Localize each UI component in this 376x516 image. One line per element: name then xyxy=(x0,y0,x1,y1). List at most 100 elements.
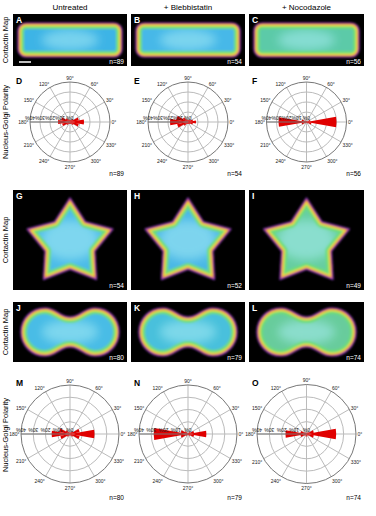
svg-text:10%: 10% xyxy=(170,427,181,433)
svg-text:300°: 300° xyxy=(327,158,337,164)
svg-text:0°: 0° xyxy=(358,431,363,437)
svg-text:90°: 90° xyxy=(66,75,74,81)
svg-text:n=79: n=79 xyxy=(227,354,242,361)
svg-text:300°: 300° xyxy=(213,478,223,484)
svg-text:240°: 240° xyxy=(157,158,167,164)
svg-text:G: G xyxy=(16,191,23,201)
svg-text:60°: 60° xyxy=(332,385,340,391)
svg-text:n=56: n=56 xyxy=(346,170,361,177)
svg-text:Nucleus-Golgi Polarity: Nucleus-Golgi Polarity xyxy=(1,398,10,472)
svg-text:180°: 180° xyxy=(18,119,28,125)
svg-text:20%: 20% xyxy=(158,427,169,433)
svg-text:+ Blebbistatin: + Blebbistatin xyxy=(164,3,212,12)
svg-text:150°: 150° xyxy=(16,405,26,411)
svg-text:n=54: n=54 xyxy=(227,170,242,177)
svg-text:60°: 60° xyxy=(209,81,217,87)
svg-text:240°: 240° xyxy=(34,478,44,484)
svg-text:300°: 300° xyxy=(95,478,105,484)
svg-text:n=52: n=52 xyxy=(227,282,242,289)
svg-text:300°: 300° xyxy=(91,158,101,164)
svg-text:210°: 210° xyxy=(252,459,262,465)
svg-text:40%: 40% xyxy=(15,427,26,433)
svg-text:40%: 40% xyxy=(251,427,262,433)
svg-text:D: D xyxy=(16,76,22,86)
svg-text:240°: 240° xyxy=(271,478,281,484)
svg-text:0°: 0° xyxy=(348,119,353,125)
svg-text:0°: 0° xyxy=(230,119,235,125)
svg-text:n=80: n=80 xyxy=(109,494,124,501)
svg-text:60°: 60° xyxy=(327,81,335,87)
svg-text:0°: 0° xyxy=(239,431,244,437)
svg-text:30°: 30° xyxy=(224,97,232,103)
svg-text:270°: 270° xyxy=(65,485,75,491)
svg-text:30%: 30% xyxy=(271,115,282,121)
svg-text:30%: 30% xyxy=(152,115,163,121)
svg-text:120°: 120° xyxy=(157,81,167,87)
svg-text:0%: 0% xyxy=(302,115,310,121)
svg-text:n=79: n=79 xyxy=(227,494,242,501)
svg-text:Cortactin Map: Cortactin Map xyxy=(1,17,10,64)
svg-text:150°: 150° xyxy=(134,405,144,411)
svg-text:n=54: n=54 xyxy=(227,58,242,65)
svg-text:20%: 20% xyxy=(44,115,55,121)
svg-text:90°: 90° xyxy=(303,377,311,383)
svg-text:180°: 180° xyxy=(136,119,146,125)
svg-text:0%: 0% xyxy=(66,115,74,121)
svg-text:I: I xyxy=(252,191,254,201)
svg-text:150°: 150° xyxy=(252,405,262,411)
svg-text:n=80: n=80 xyxy=(109,354,124,361)
svg-text:40%: 40% xyxy=(24,115,35,121)
svg-text:B: B xyxy=(134,15,140,25)
svg-text:120°: 120° xyxy=(275,81,285,87)
svg-text:60°: 60° xyxy=(91,81,99,87)
svg-text:+ Nocodazole: + Nocodazole xyxy=(282,3,332,12)
svg-text:K: K xyxy=(134,303,141,313)
svg-text:180°: 180° xyxy=(127,431,137,437)
svg-text:A: A xyxy=(16,15,22,25)
svg-text:60°: 60° xyxy=(213,385,221,391)
svg-text:J: J xyxy=(16,303,21,313)
svg-text:30%: 30% xyxy=(28,427,39,433)
svg-text:0%: 0% xyxy=(184,427,192,433)
svg-text:60°: 60° xyxy=(95,385,103,391)
svg-text:30°: 30° xyxy=(106,97,114,103)
svg-text:120°: 120° xyxy=(271,385,281,391)
svg-text:20%: 20% xyxy=(162,115,173,121)
svg-text:40%: 40% xyxy=(261,115,272,121)
svg-text:330°: 330° xyxy=(106,142,116,148)
svg-text:10%: 10% xyxy=(52,427,63,433)
svg-text:120°: 120° xyxy=(152,385,162,391)
svg-text:n=49: n=49 xyxy=(346,282,361,289)
svg-text:90°: 90° xyxy=(303,75,311,81)
svg-text:10%: 10% xyxy=(289,427,300,433)
svg-text:270°: 270° xyxy=(65,164,75,170)
svg-text:90°: 90° xyxy=(184,378,192,384)
svg-text:30%: 30% xyxy=(146,427,157,433)
svg-text:150°: 150° xyxy=(142,97,152,103)
svg-text:0%: 0% xyxy=(66,427,74,433)
svg-text:10%: 10% xyxy=(54,115,65,121)
svg-text:330°: 330° xyxy=(114,458,124,464)
svg-text:40%: 40% xyxy=(142,115,153,121)
svg-text:240°: 240° xyxy=(152,478,162,484)
svg-text:270°: 270° xyxy=(301,164,311,170)
svg-text:240°: 240° xyxy=(275,158,285,164)
svg-text:0%: 0% xyxy=(184,115,192,121)
svg-text:210°: 210° xyxy=(16,458,26,464)
svg-text:n=89: n=89 xyxy=(109,170,124,177)
svg-text:150°: 150° xyxy=(260,97,270,103)
svg-text:270°: 270° xyxy=(301,485,311,491)
svg-text:20%: 20% xyxy=(40,427,51,433)
svg-text:O: O xyxy=(252,378,259,388)
svg-text:20%: 20% xyxy=(281,115,292,121)
svg-text:210°: 210° xyxy=(260,142,270,148)
svg-text:n=74: n=74 xyxy=(346,354,361,361)
svg-text:300°: 300° xyxy=(209,158,219,164)
svg-text:30%: 30% xyxy=(264,427,275,433)
svg-text:330°: 330° xyxy=(351,459,361,465)
svg-text:180°: 180° xyxy=(9,431,19,437)
svg-text:90°: 90° xyxy=(66,378,74,384)
svg-text:180°: 180° xyxy=(245,431,255,437)
svg-text:n=74: n=74 xyxy=(346,494,361,501)
svg-text:270°: 270° xyxy=(183,164,193,170)
